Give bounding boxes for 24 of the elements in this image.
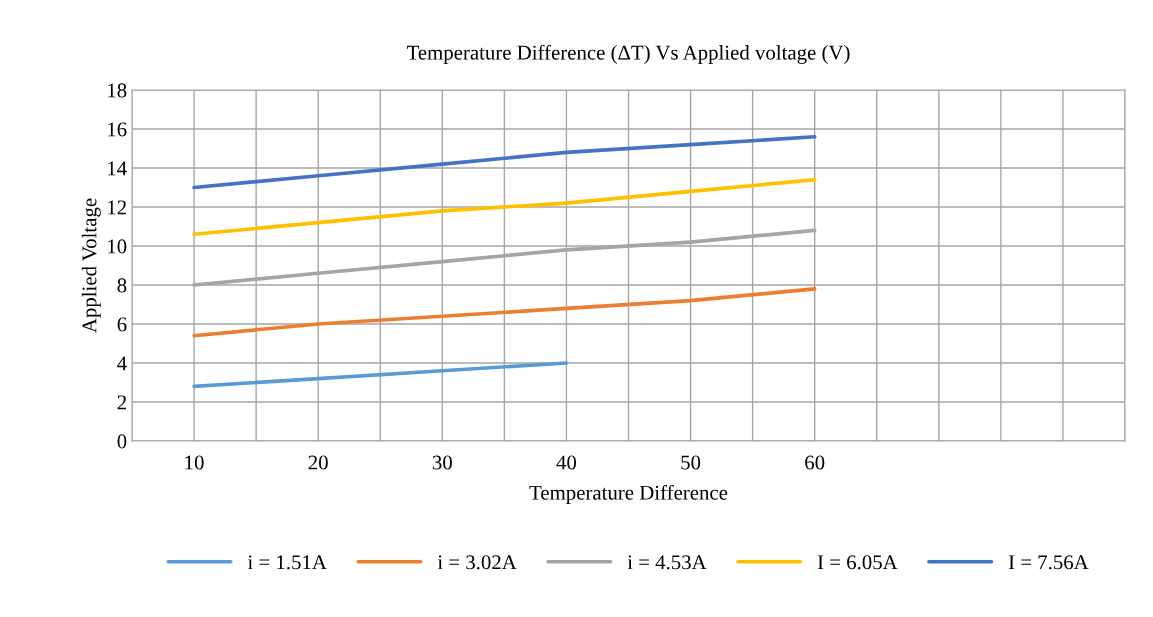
legend-label: I = 6.05A bbox=[817, 555, 898, 570]
legend-label: I = 7.56A bbox=[1008, 555, 1089, 570]
x-tick-label: 10 bbox=[185, 455, 204, 470]
y-tick-label: 2 bbox=[117, 395, 126, 410]
x-axis-title: Temperature Difference bbox=[529, 484, 728, 504]
x-tick-label: 60 bbox=[805, 455, 825, 470]
y-tick-label: 8 bbox=[117, 278, 127, 293]
x-tick-label: 20 bbox=[308, 455, 328, 470]
y-axis-title: Applied Voltage bbox=[81, 198, 101, 333]
x-tick-label: 30 bbox=[432, 455, 452, 470]
y-tick-label: 0 bbox=[117, 434, 127, 449]
y-tick-label: 18 bbox=[108, 83, 127, 98]
y-tick-label: 16 bbox=[108, 122, 127, 137]
y-tick-label: 10 bbox=[108, 239, 127, 254]
y-tick-label: 14 bbox=[108, 161, 127, 176]
y-tick-label: 12 bbox=[108, 200, 126, 215]
chart-title: Temperature Difference (ΔT) Vs Applied voltage (V) bbox=[406, 44, 850, 64]
y-tick-label: 4 bbox=[117, 356, 127, 371]
legend-label: i = 1.51A bbox=[247, 555, 327, 570]
x-tick-label: 50 bbox=[681, 455, 701, 470]
x-tick-label: 40 bbox=[556, 455, 577, 470]
y-tick-label: 6 bbox=[117, 317, 127, 332]
legend-label: i = 3.02A bbox=[437, 555, 517, 570]
legend-label: i = 4.53A bbox=[627, 555, 707, 570]
